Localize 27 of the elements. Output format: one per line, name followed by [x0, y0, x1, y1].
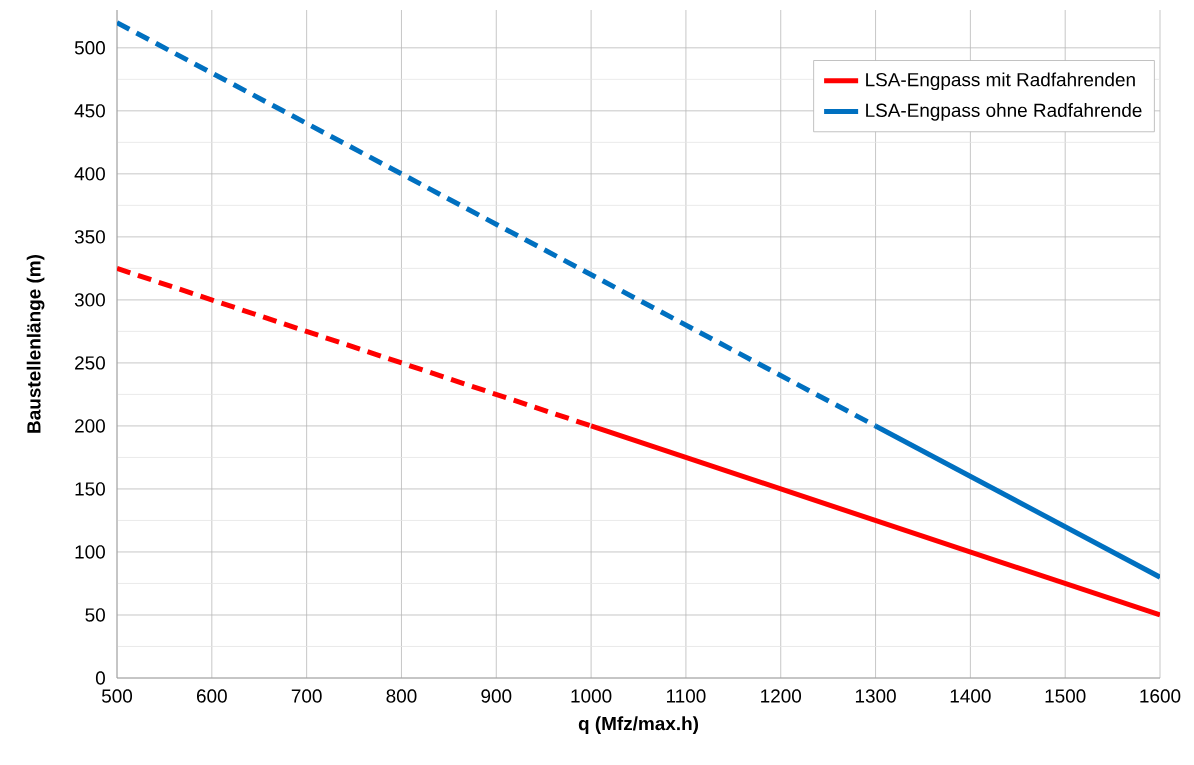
x-tick-label: 800 — [386, 689, 417, 703]
y-axis-title: Baustellenlänge (m) — [26, 255, 45, 433]
y-tick-label: 400 — [74, 167, 105, 181]
x-tick-label: 1300 — [855, 689, 896, 703]
x-tick-label: 900 — [481, 689, 512, 703]
y-tick-label: 500 — [74, 41, 105, 55]
y-tick-label: 0 — [95, 671, 105, 685]
y-tick-label: 150 — [75, 482, 105, 496]
x-tick-label: 1100 — [667, 689, 706, 703]
x-tick-label: 700 — [291, 689, 322, 703]
x-tick-label: 1400 — [950, 689, 991, 703]
y-tick-label: 450 — [74, 104, 105, 118]
y-tick-label: 350 — [74, 230, 105, 244]
x-tick-label: 1000 — [571, 689, 612, 703]
y-tick-label: 300 — [74, 293, 105, 307]
y-tick-label: 200 — [75, 419, 105, 433]
x-tick-label: 1500 — [1045, 689, 1086, 703]
x-tick-label: 1200 — [761, 689, 802, 703]
y-tick-label: 250 — [75, 356, 105, 370]
legend-label: LSA-Engpass mit Radfahrenden — [866, 72, 1135, 91]
x-tick-label: 600 — [196, 689, 227, 703]
x-tick-label: 500 — [101, 689, 133, 703]
y-tick-label: 50 — [85, 608, 105, 622]
y-tick-label: 100 — [75, 545, 105, 559]
legend-label: LSA-Engpass ohne Radfahrende — [866, 103, 1142, 121]
x-tick-label: 1600 — [1140, 689, 1181, 703]
x-axis-title: q (Mfz/max.h) — [578, 716, 699, 735]
